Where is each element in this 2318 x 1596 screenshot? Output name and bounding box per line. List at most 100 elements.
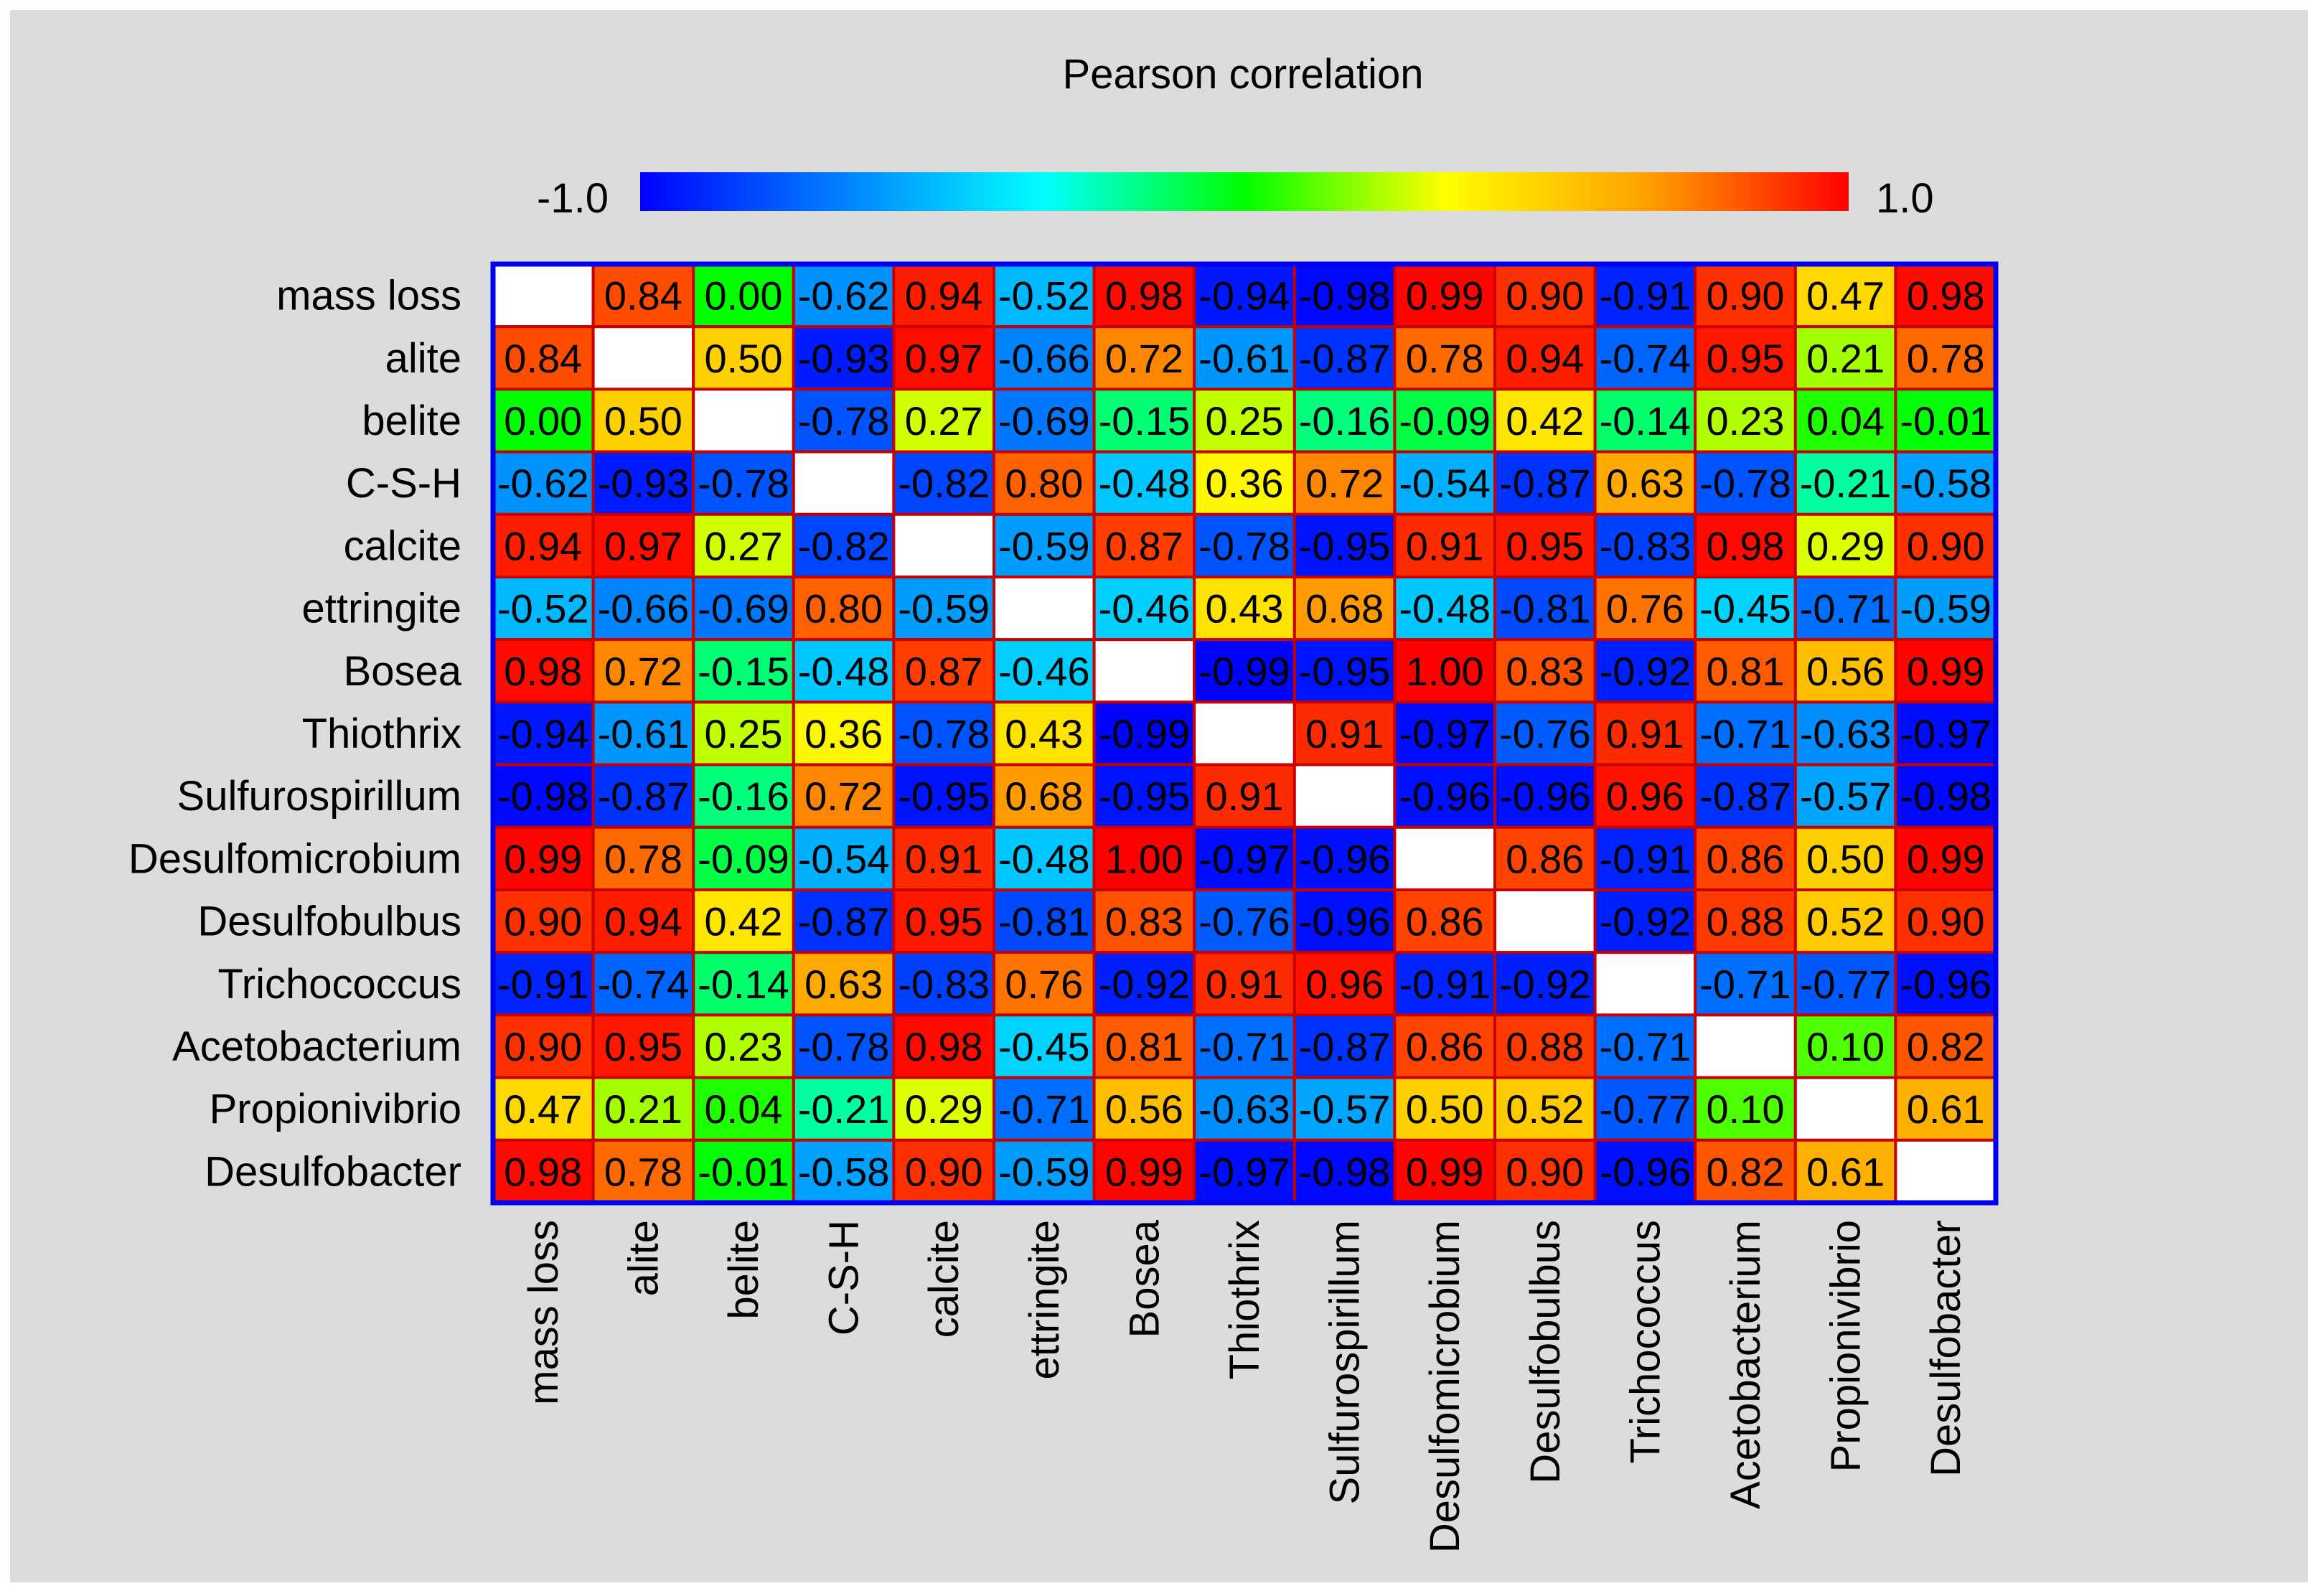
- cell-value-label: 0.42: [1506, 398, 1584, 443]
- cell-value-label: 0.72: [1105, 336, 1183, 381]
- cell-value-label: 0.99: [1907, 649, 1985, 694]
- cell-value-label: 0.29: [1806, 523, 1885, 568]
- cell-value-label: 0.78: [604, 1149, 682, 1194]
- row-label: alite: [385, 335, 461, 382]
- cell-value-label: 0.86: [1406, 899, 1484, 944]
- cell-value-label: -0.61: [1198, 336, 1290, 381]
- heatmap-cell: [1292, 512, 1397, 578]
- cell-value-label: -0.09: [1399, 398, 1491, 443]
- heatmap-cell: [1593, 1076, 1697, 1142]
- heatmap-cell: [1393, 700, 1497, 766]
- cell-value-label: 0.86: [1707, 836, 1785, 881]
- heatmap-cell: [1092, 1013, 1196, 1079]
- row-label: Desulfobacter: [205, 1148, 461, 1195]
- row-label: Desulfomicrobium: [128, 835, 461, 882]
- heatmap-cell: [1393, 1076, 1497, 1142]
- column-label: alite: [620, 1220, 667, 1296]
- cell-value-label: -0.78: [798, 398, 890, 443]
- cell-value-label: -0.81: [998, 899, 1090, 944]
- heatmap-cell: [1593, 700, 1697, 766]
- cell-value-label: -0.97: [1900, 711, 1991, 756]
- cell-value-label: 0.90: [1907, 523, 1985, 568]
- cell-value-label: 0.99: [504, 836, 582, 881]
- heatmap-cell: [1193, 888, 1296, 954]
- cell-value-label: 0.98: [504, 649, 582, 694]
- heatmap-cell: [492, 763, 595, 829]
- cell-value-label: 0.91: [1606, 711, 1684, 756]
- cell-value-label: -0.95: [1099, 774, 1191, 819]
- heatmap-cell: [692, 576, 795, 642]
- cell-value-label: -0.48: [798, 649, 890, 694]
- cell-value-label: 0.72: [1305, 461, 1384, 506]
- cell-value-label: -0.15: [1099, 398, 1191, 443]
- column-labels: mass loss alite belite C-S-H calcite ettringi…: [520, 1219, 1969, 1553]
- heatmap-cell: [591, 888, 695, 954]
- cell-value-label: 0.21: [1806, 336, 1885, 381]
- cell-value-label: -0.69: [998, 398, 1090, 443]
- cell-value-label: 0.91: [1206, 962, 1284, 1007]
- cell-value-label: -0.66: [998, 336, 1090, 381]
- heatmap-cell-blank: [1092, 638, 1196, 704]
- heatmap-cell: [1793, 763, 1897, 829]
- cell-value-label: -0.54: [1399, 461, 1491, 506]
- cell-value-label: 0.68: [1305, 586, 1384, 632]
- cell-value-label: -0.48: [998, 836, 1090, 881]
- cell-value-label: 0.91: [1406, 523, 1484, 568]
- cell-value-label: -0.71: [1198, 1024, 1290, 1069]
- heatmap-cell: [1092, 825, 1196, 892]
- cell-value-label: 0.94: [504, 523, 582, 568]
- heatmap-cell-blank: [892, 512, 996, 578]
- column-label: ettringite: [1021, 1220, 1068, 1379]
- cell-value-label: 0.72: [604, 649, 682, 694]
- cell-value-label: -0.71: [1600, 1024, 1691, 1069]
- cell-value-label: 0.76: [1005, 962, 1083, 1007]
- heatmap-cell: [1894, 638, 1997, 704]
- cell-value-label: 0.82: [1907, 1024, 1985, 1069]
- heatmap-cell: [993, 951, 1096, 1017]
- cell-value-label: 0.94: [604, 899, 682, 944]
- cell-value-label: 0.84: [604, 273, 682, 319]
- row-label: Sulfurospirillum: [177, 773, 461, 820]
- cell-value-label: 0.91: [1305, 711, 1384, 756]
- cell-value-label: 0.83: [1105, 899, 1183, 944]
- cell-value-label: -0.98: [1900, 774, 1991, 819]
- cell-value-label: -0.01: [698, 1149, 789, 1194]
- cell-value-label: 1.00: [1105, 836, 1183, 881]
- colorbar-max-label: 1.0: [1876, 175, 1934, 222]
- colorbar: [640, 172, 1849, 211]
- cell-value-label: 0.99: [1907, 836, 1985, 881]
- heatmap-cell: [1694, 951, 1797, 1017]
- cell-value-label: 0.00: [705, 273, 783, 319]
- cell-value-label: -0.92: [1499, 962, 1591, 1007]
- heatmap-cell: [492, 325, 595, 391]
- column-label: Acetobacterium: [1722, 1220, 1769, 1509]
- heatmap-cell: [1694, 450, 1797, 516]
- cell-value-label: -0.97: [1198, 836, 1290, 881]
- heatmap-cell: [591, 263, 695, 329]
- heatmap-cell: [993, 325, 1096, 391]
- heatmap-cell: [792, 263, 896, 329]
- cell-value-label: 0.95: [1506, 523, 1584, 568]
- cell-value-label: 0.94: [905, 273, 983, 319]
- cell-value-label: -0.46: [1099, 586, 1191, 632]
- cell-value-label: 0.90: [1907, 899, 1985, 944]
- cell-value-label: -0.78: [798, 1024, 890, 1069]
- cell-value-label: 0.80: [1005, 461, 1083, 506]
- row-label: ettringite: [302, 586, 461, 632]
- cell-value-label: -0.76: [1499, 711, 1591, 756]
- heatmap-cell: [1393, 1138, 1497, 1205]
- cell-value-label: -0.74: [1600, 336, 1691, 381]
- cell-value-label: -0.59: [998, 523, 1090, 568]
- cell-value-label: -0.62: [497, 461, 589, 506]
- heatmap-cell: [1793, 888, 1897, 954]
- cell-value-label: 0.63: [1606, 461, 1684, 506]
- cell-value-label: 1.00: [1406, 649, 1484, 694]
- cell-value-label: 0.36: [804, 711, 883, 756]
- cell-value-label: 0.90: [1506, 1149, 1584, 1194]
- cell-value-label: -0.78: [698, 461, 789, 506]
- column-label: Sulfurospirillum: [1322, 1220, 1369, 1504]
- cell-value-label: 0.36: [1206, 461, 1284, 506]
- cell-value-label: -0.97: [1399, 711, 1491, 756]
- heatmap-frame: [490, 261, 1999, 1206]
- heatmap-cell: [1793, 951, 1897, 1017]
